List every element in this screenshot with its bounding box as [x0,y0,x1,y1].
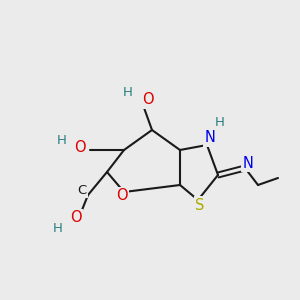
Text: O: O [74,140,86,155]
Text: N: N [205,130,215,146]
Text: H: H [123,85,133,98]
Text: H: H [53,221,63,235]
Text: O: O [116,188,128,203]
Text: N: N [243,155,254,170]
Text: S: S [195,197,205,212]
Text: O: O [142,92,154,107]
Text: C: C [77,184,87,196]
Text: O: O [70,211,82,226]
Text: H: H [57,134,67,146]
Text: H: H [215,116,225,128]
